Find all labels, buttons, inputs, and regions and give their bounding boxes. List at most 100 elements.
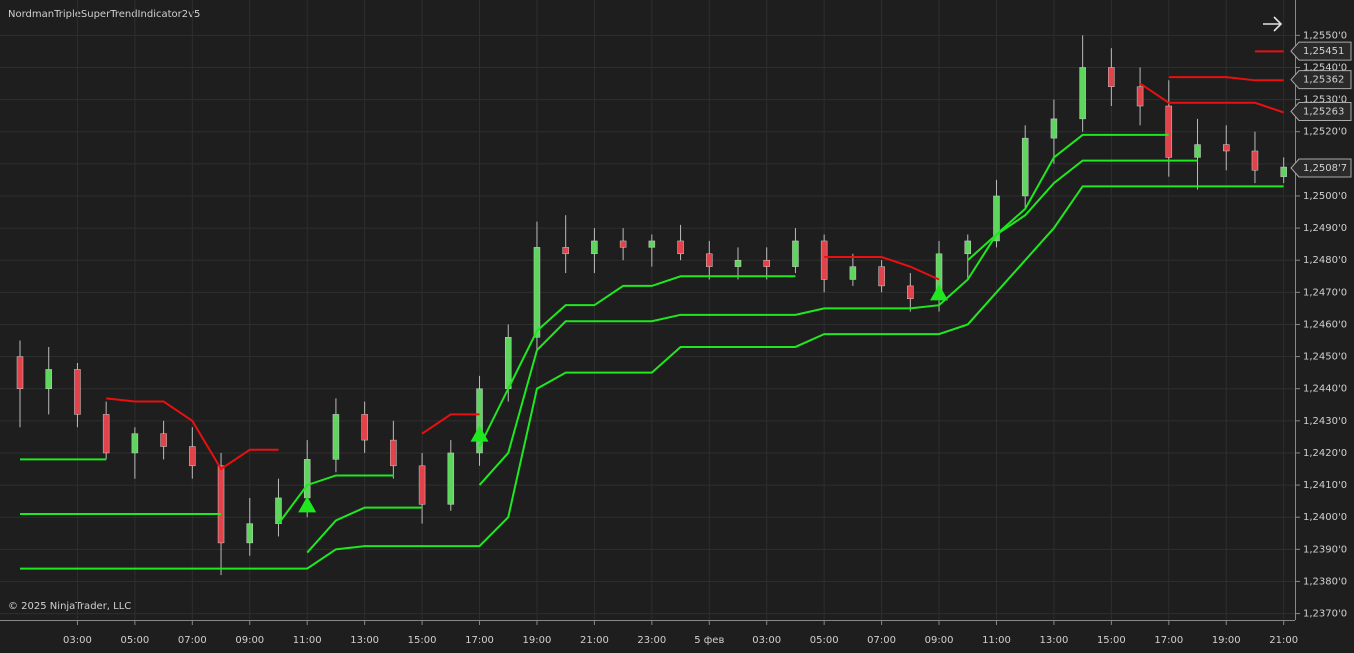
- candle-body: [189, 446, 196, 467]
- candle-body: [102, 414, 110, 454]
- candle-body: [418, 465, 426, 505]
- candle-body: [562, 247, 569, 255]
- price-marker-label: 1,2508'7: [1303, 163, 1347, 174]
- y-tick-label: 1,2410'0: [1303, 480, 1347, 491]
- candle-body: [390, 439, 397, 467]
- candle-body: [476, 388, 483, 454]
- candle-body: [74, 369, 81, 415]
- y-tick-label: 1,2480'0: [1303, 255, 1347, 266]
- candle-body: [677, 240, 684, 255]
- candle-body: [763, 259, 770, 267]
- candle-body: [964, 240, 972, 255]
- candle-body: [1222, 144, 1230, 152]
- x-tick-label: 17:00: [1154, 635, 1183, 646]
- candle-body: [533, 247, 541, 338]
- x-tick-label: 11:00: [982, 635, 1011, 646]
- price-marker-label: 1,25362: [1303, 75, 1344, 86]
- y-tick-label: 1,2400'0: [1303, 512, 1347, 523]
- candle-body: [993, 195, 1000, 242]
- candle-body: [45, 369, 52, 389]
- y-tick-label: 1,2430'0: [1303, 416, 1347, 427]
- candle-body: [1165, 105, 1173, 158]
- price-marker-label: 1,25263: [1303, 106, 1344, 117]
- x-tick-label: 09:00: [925, 635, 954, 646]
- candle-body: [820, 240, 828, 280]
- x-tick-label: 05:00: [810, 635, 839, 646]
- y-tick-label: 1,2380'0: [1303, 576, 1347, 587]
- y-tick-label: 1,2550'0: [1303, 30, 1347, 41]
- price-marker: [1290, 70, 1352, 90]
- candle-body: [246, 523, 254, 544]
- candle-body: [734, 259, 742, 267]
- candle-body: [1021, 137, 1029, 197]
- x-tick-label: 17:00: [465, 635, 494, 646]
- x-tick-label: 13:00: [1040, 635, 1069, 646]
- up-signal: [298, 496, 317, 513]
- navigate-arrow[interactable]: [1263, 16, 1283, 32]
- x-tick-label: 05:00: [120, 635, 149, 646]
- supertrend-line: [106, 76, 1284, 471]
- candle-body: [447, 452, 455, 505]
- supertrend-line: [20, 133, 1169, 525]
- x-tick-label: 13:00: [350, 635, 379, 646]
- candle-body: [303, 459, 311, 499]
- x-tick-label: 09:00: [235, 635, 264, 646]
- y-tick-label: 1,2420'0: [1303, 448, 1347, 459]
- x-tick-label: 21:00: [580, 635, 609, 646]
- candle-body: [878, 266, 885, 287]
- candle-body: [160, 433, 167, 447]
- candle-body: [792, 240, 799, 267]
- candle-body: [16, 356, 24, 389]
- price-marker: [1290, 41, 1352, 61]
- y-tick-label: 1,2520'0: [1303, 127, 1347, 138]
- y-tick-label: 1,2540'0: [1303, 62, 1347, 73]
- supertrend-line: [20, 159, 1198, 554]
- candle-body: [648, 240, 656, 248]
- y-tick-label: 1,2370'0: [1303, 609, 1347, 620]
- y-tick-label: 1,2390'0: [1303, 544, 1347, 555]
- x-tick-label: 07:00: [867, 635, 896, 646]
- y-tick-label: 1,2530'0: [1303, 95, 1347, 106]
- x-tick-label: 5 фев: [694, 635, 724, 646]
- copyright: © 2025 NinjaTrader, LLC: [8, 601, 131, 612]
- y-tick-label: 1,2450'0: [1303, 352, 1347, 363]
- y-tick-label: 1,2490'0: [1303, 223, 1347, 234]
- y-tick-label: 1,2500'0: [1303, 191, 1347, 202]
- x-tick-label: 23:00: [637, 635, 666, 646]
- y-tick-label: 1,2440'0: [1303, 384, 1347, 395]
- up-signal: [470, 425, 489, 442]
- x-tick-label: 03:00: [752, 635, 781, 646]
- price-marker-label: 1,25451: [1303, 46, 1344, 57]
- chart-title: NordmanTripleSuperTrendIndicator2v5: [8, 9, 200, 20]
- candle-body: [1251, 150, 1259, 171]
- x-tick-label: 15:00: [1097, 635, 1126, 646]
- candle-body: [1280, 166, 1287, 177]
- candle-body: [849, 266, 857, 280]
- candle-body: [1108, 67, 1115, 87]
- supertrend-line: [20, 185, 1284, 570]
- candle-body: [706, 253, 713, 267]
- x-tick-label: 19:00: [523, 635, 552, 646]
- candle-body: [619, 240, 627, 248]
- x-tick-label: 15:00: [408, 635, 437, 646]
- candle-body: [361, 414, 368, 441]
- x-tick-label: 11:00: [293, 635, 322, 646]
- candle-body: [1050, 118, 1058, 139]
- candle-body: [1194, 144, 1201, 158]
- candle-body: [591, 240, 598, 255]
- price-marker: [1290, 158, 1352, 178]
- candle-body: [907, 285, 914, 300]
- x-tick-label: 19:00: [1212, 635, 1241, 646]
- up-signal: [930, 284, 949, 301]
- x-tick-label: 07:00: [178, 635, 207, 646]
- y-tick-label: 1,2460'0: [1303, 319, 1347, 330]
- candle-body: [131, 433, 139, 454]
- y-tick-label: 1,2470'0: [1303, 287, 1347, 298]
- candle-body: [217, 465, 225, 544]
- candle-body: [1136, 86, 1144, 107]
- x-tick-label: 21:00: [1269, 635, 1298, 646]
- price-marker: [1290, 101, 1352, 121]
- supertrend-line: [1139, 82, 1284, 114]
- candle-body: [504, 337, 512, 389]
